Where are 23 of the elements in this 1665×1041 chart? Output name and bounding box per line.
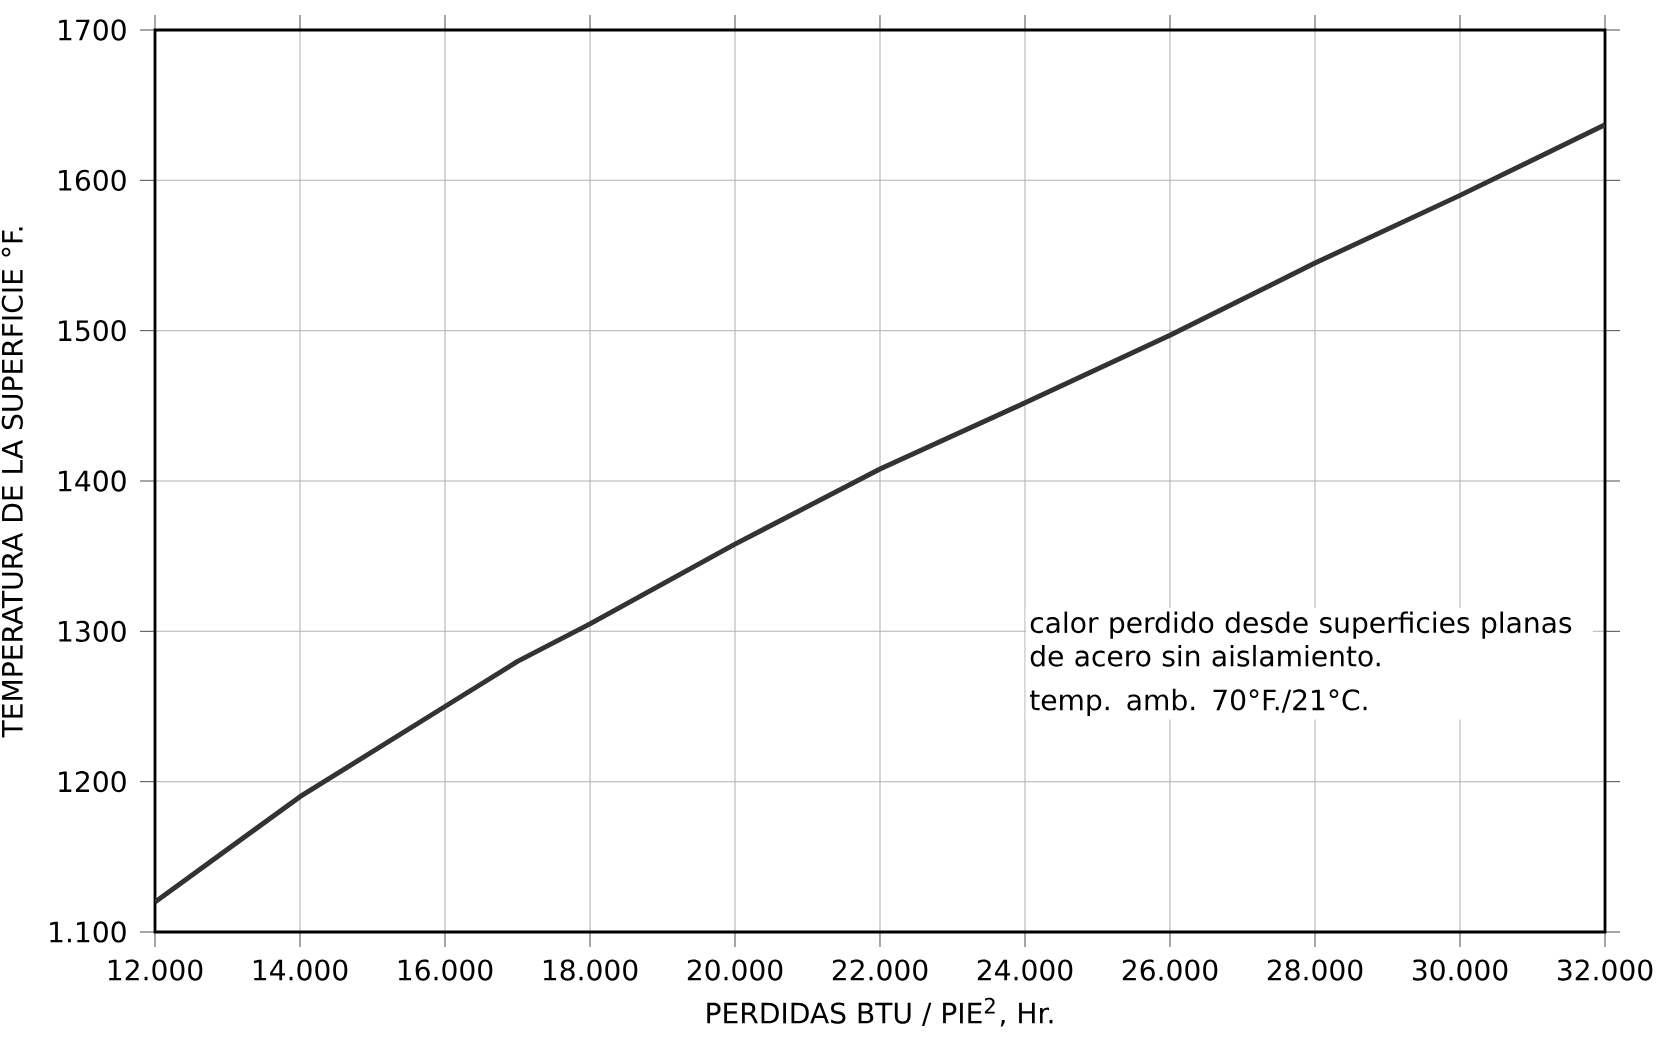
- x-tick-label: 20.000: [687, 959, 783, 981]
- y-tick-label: 1600: [59, 169, 126, 191]
- annotation: calor perdido desde superficies planas de acero sin aislamiento.: [1030, 611, 1572, 667]
- y-tick-label: 1.100: [50, 921, 126, 943]
- x-tick-label: 14.000: [253, 959, 348, 981]
- x-tick-label: 18.000: [543, 959, 638, 981]
- line-series: [155, 122, 1605, 905]
- y-tick-label: 1300: [59, 620, 126, 642]
- y-tick-label: 1400: [59, 470, 126, 492]
- x-tick-label: 32.000: [1557, 959, 1653, 981]
- x-tick-label: 24.000: [977, 959, 1073, 981]
- x-tick-label: 26.000: [1122, 959, 1218, 981]
- x-tick-label: 28.000: [1267, 959, 1363, 981]
- x-tick-label: 12.000: [108, 959, 203, 981]
- annotation: temp. amb. 70°F./21°C.: [1030, 688, 1367, 717]
- y-tick-label: 1700: [59, 19, 126, 41]
- y-tick-label: 1500: [59, 320, 126, 342]
- y-tick-label: 1200: [59, 771, 126, 793]
- y-axis-title: TEMPERATURA DE LA SUPERFICIE °F.: [1, 227, 23, 738]
- x-tick-label: 22.000: [832, 959, 928, 981]
- x-tick-label: 16.000: [398, 959, 493, 981]
- x-tick-label: 30.000: [1412, 959, 1508, 981]
- x-axis-title: PERDIDAS BTU / PIE$^{2}$, Hr.: [707, 997, 1053, 1027]
